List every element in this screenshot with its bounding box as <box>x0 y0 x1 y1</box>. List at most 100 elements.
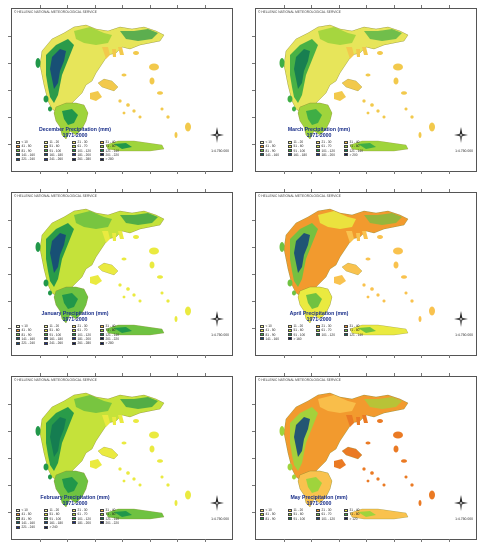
cyclades-island <box>382 115 386 119</box>
top-graticule <box>256 373 476 377</box>
legend-title: March Precipitation (mm) <box>287 127 351 133</box>
chios <box>149 77 155 85</box>
chios <box>149 261 155 269</box>
legend-swatch <box>260 508 264 512</box>
cyclades-island <box>122 479 126 483</box>
legend-swatch <box>16 144 20 148</box>
legend-label: 81 - 90 <box>265 516 276 521</box>
rhodes <box>429 306 435 316</box>
graticule-tick <box>39 171 41 174</box>
legend-label: 41 - 50 <box>21 144 32 149</box>
rhodes <box>429 490 435 500</box>
legend-label: 141 - 160 <box>21 336 35 341</box>
crete-wet <box>358 327 376 333</box>
chalkidiki <box>102 231 124 243</box>
graticule-tick <box>366 373 367 376</box>
crete-wet <box>114 327 132 333</box>
macedonia-mid-zone <box>318 395 356 413</box>
crete-wet <box>358 511 376 517</box>
legend-swatch <box>288 508 292 512</box>
legend-label: 161 - 180 <box>293 152 307 157</box>
euboea <box>341 262 363 276</box>
corfu <box>35 58 41 68</box>
graticule-tick <box>252 36 255 37</box>
thrace-zone <box>120 29 158 41</box>
legend-item: 71 - 80 <box>100 512 128 516</box>
legend-label: 61 - 70 <box>321 328 332 333</box>
legend-label: 121 - 140 <box>105 148 119 153</box>
legend-label: < 10 <box>21 324 28 329</box>
attica <box>90 275 102 285</box>
legend-item: 121 - 140 <box>100 333 128 337</box>
map-legend: March Precipitation (mm) 1971-2000 < 10 … <box>260 127 378 157</box>
legend-item: 71 - 80 <box>100 144 128 148</box>
graticule-tick <box>338 373 340 376</box>
legend-item: 61 - 70 <box>72 144 100 148</box>
dodecanese-island <box>160 107 164 111</box>
graticule-tick <box>177 373 178 376</box>
cyclades-island <box>370 103 374 107</box>
graticule-tick <box>122 539 123 542</box>
legend-label: < 10 <box>265 508 272 513</box>
map-credit: © HELLENIC NATIONAL METEOROLOGICAL SERVI… <box>14 194 97 198</box>
legend-swatch <box>100 157 104 161</box>
graticule-tick <box>204 355 206 358</box>
euboea <box>341 78 363 92</box>
legend-label: 11 - 20 <box>293 508 304 513</box>
legend-item: 91 - 100 <box>288 333 316 337</box>
legend-swatch <box>344 140 348 144</box>
legend-label: 41 - 50 <box>265 144 276 149</box>
zakynthos <box>292 106 296 112</box>
legend-swatch <box>100 324 104 328</box>
top-graticule <box>12 5 232 9</box>
cyclades-island <box>138 483 142 487</box>
chalkidiki <box>346 47 368 59</box>
legend-swatch <box>72 517 76 521</box>
legend-item: 61 - 70 <box>316 512 344 516</box>
legend-swatch <box>44 512 48 516</box>
cyclades-island <box>126 471 130 475</box>
legend-item: 261 - 280 <box>72 341 100 345</box>
map-scale: 1:4.750.000 <box>455 149 473 153</box>
legend-swatch <box>44 157 48 161</box>
graticule-tick <box>338 189 340 192</box>
legend-label: 181 - 200 <box>77 520 91 525</box>
legend-swatch <box>16 140 20 144</box>
dodecanese-island <box>410 299 414 303</box>
legend-swatch <box>100 153 104 157</box>
legend-label: 121 - 140 <box>349 148 363 153</box>
legend-item: 101 - 120 <box>316 149 344 153</box>
legend-label: 101 - 120 <box>77 332 91 337</box>
graticule-tick <box>8 328 11 329</box>
legend-label: 31 - 40 <box>105 140 116 145</box>
legend-label: 41 - 50 <box>21 512 32 517</box>
cyclades-island <box>366 295 370 299</box>
kefalonia <box>43 463 49 471</box>
graticule-tick <box>149 373 151 376</box>
legend-item: 81 - 90 <box>16 517 44 521</box>
peloponnese-wet <box>62 109 78 125</box>
dodecanese-island <box>410 483 414 487</box>
legend-swatch <box>260 153 264 157</box>
legend-item: 141 - 160 <box>16 521 44 525</box>
legend-item: < 10 <box>16 324 44 329</box>
map-credit: © HELLENIC NATIONAL METEOROLOGICAL SERVI… <box>258 378 341 382</box>
graticule-tick <box>311 539 312 542</box>
legend-label: 101 - 120 <box>321 148 335 153</box>
legend-swatch <box>44 337 48 341</box>
crete-wet <box>114 143 132 149</box>
legend-swatch <box>260 337 264 341</box>
map-scale: 1:4.750.000 <box>211 517 229 521</box>
legend-swatch <box>100 517 104 521</box>
legend-item: 71 - 80 <box>344 328 372 332</box>
legend-swatch <box>16 333 20 337</box>
legend-label: 61 - 70 <box>77 512 88 517</box>
graticule-tick <box>122 189 123 192</box>
legend-item: 91 - 100 <box>288 149 316 153</box>
graticule-tick <box>448 373 450 376</box>
graticule-tick <box>283 189 285 192</box>
legend-swatch <box>260 144 264 148</box>
corfu <box>35 426 41 436</box>
top-graticule <box>256 189 476 193</box>
karpathos <box>174 316 178 322</box>
